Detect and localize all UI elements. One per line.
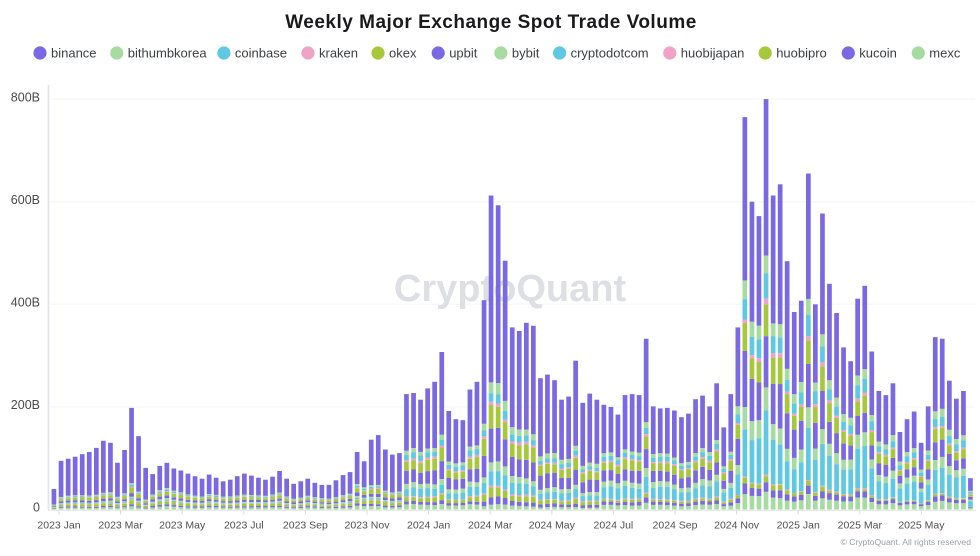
svg-text:2024 Mar: 2024 Mar	[468, 520, 513, 532]
svg-text:2023 Jul: 2023 Jul	[224, 520, 264, 532]
svg-text:2024 Jan: 2024 Jan	[407, 520, 450, 532]
svg-text:800B: 800B	[11, 90, 40, 104]
svg-text:kucoin: kucoin	[859, 46, 897, 61]
svg-text:2025 Jan: 2025 Jan	[777, 520, 820, 532]
svg-text:© CryptoQuant. All rights rese: © CryptoQuant. All rights reserved	[840, 537, 971, 547]
svg-text:huobijapan: huobijapan	[681, 46, 745, 61]
svg-text:400B: 400B	[11, 296, 40, 310]
svg-text:huobipro: huobipro	[776, 46, 827, 61]
svg-text:okex: okex	[389, 46, 417, 61]
svg-text:2023 Jan: 2023 Jan	[37, 520, 80, 532]
svg-text:cryptodotcom: cryptodotcom	[571, 46, 649, 61]
svg-text:2025 May: 2025 May	[898, 520, 945, 532]
svg-text:2023 May: 2023 May	[159, 520, 206, 532]
svg-text:binance: binance	[51, 46, 97, 61]
svg-text:2023 Nov: 2023 Nov	[345, 520, 391, 532]
svg-text:bybit: bybit	[512, 46, 540, 61]
svg-text:bithumbkorea: bithumbkorea	[128, 46, 208, 61]
svg-text:0: 0	[33, 501, 40, 515]
svg-text:200B: 200B	[11, 398, 40, 412]
svg-text:2024 Jul: 2024 Jul	[594, 520, 634, 532]
svg-text:2023 Mar: 2023 Mar	[98, 520, 143, 532]
svg-text:mexc: mexc	[929, 46, 961, 61]
svg-text:2024 Nov: 2024 Nov	[714, 520, 760, 532]
svg-text:2024 May: 2024 May	[529, 520, 576, 532]
svg-text:coinbase: coinbase	[235, 46, 287, 61]
svg-text:2023 Sep: 2023 Sep	[283, 520, 328, 532]
svg-text:2024 Sep: 2024 Sep	[653, 520, 698, 532]
svg-text:2025 Mar: 2025 Mar	[838, 520, 883, 532]
svg-text:CryptoQuant: CryptoQuant	[394, 268, 627, 310]
svg-text:kraken: kraken	[319, 46, 358, 61]
svg-text:upbit: upbit	[449, 46, 478, 61]
svg-text:600B: 600B	[11, 193, 40, 207]
svg-text:Weekly Major Exchange Spot Tra: Weekly Major Exchange Spot Trade Volume	[285, 12, 697, 33]
